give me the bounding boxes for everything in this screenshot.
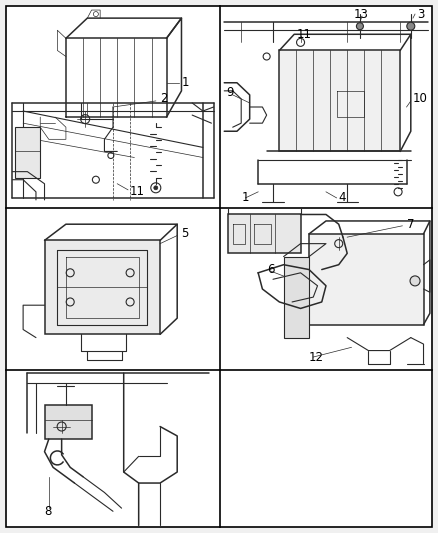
Polygon shape [45,240,160,334]
Text: 5: 5 [181,228,189,240]
Text: 6: 6 [267,263,274,276]
Text: 2: 2 [160,92,168,106]
Text: 11: 11 [130,185,145,198]
Circle shape [410,276,420,286]
Circle shape [357,23,364,30]
Circle shape [154,186,158,190]
Polygon shape [14,127,40,177]
Text: 3: 3 [417,7,424,21]
Polygon shape [309,234,424,325]
Circle shape [407,22,415,30]
Text: 8: 8 [45,505,52,518]
Text: 1: 1 [241,191,249,204]
Polygon shape [283,256,309,337]
Text: 1: 1 [181,76,189,89]
Text: 11: 11 [297,28,311,41]
Text: 13: 13 [353,7,368,21]
Text: 7: 7 [406,217,414,231]
Text: 4: 4 [339,191,346,204]
Polygon shape [229,214,300,253]
Text: 9: 9 [226,86,234,99]
Text: 10: 10 [413,92,428,106]
Text: 12: 12 [309,351,324,364]
Polygon shape [45,405,92,439]
Polygon shape [279,51,400,151]
